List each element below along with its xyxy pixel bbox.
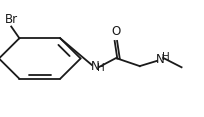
Text: N: N bbox=[156, 53, 164, 66]
Text: O: O bbox=[111, 25, 121, 38]
Text: N: N bbox=[91, 60, 99, 73]
Text: Br: Br bbox=[5, 13, 18, 26]
Text: H: H bbox=[97, 63, 104, 73]
Text: H: H bbox=[162, 52, 170, 62]
